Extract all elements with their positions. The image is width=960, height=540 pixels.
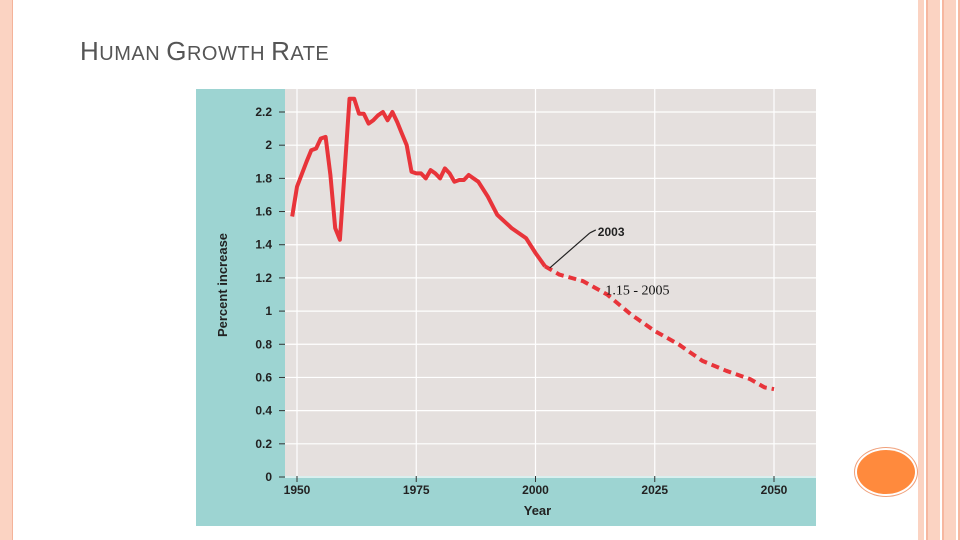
y-tick-label-0: 0 bbox=[265, 470, 272, 484]
y-tick-label-2: 0.4 bbox=[255, 404, 272, 418]
annotation-leader-line bbox=[549, 232, 591, 269]
x-tick-label-3: 2025 bbox=[641, 483, 668, 497]
left-frame-stripe bbox=[0, 0, 13, 540]
x-tick-label-1: 1975 bbox=[403, 483, 430, 497]
x-tick-label-4: 2050 bbox=[761, 483, 788, 497]
y-tick-label-1: 0.2 bbox=[255, 437, 272, 451]
x-axis-label: Year bbox=[524, 503, 551, 518]
orange-circle-icon bbox=[857, 450, 915, 494]
y-tick-label-3: 0.6 bbox=[255, 370, 272, 384]
y-axis-label: Percent increase bbox=[215, 233, 230, 337]
y-tick-label-5: 1 bbox=[265, 304, 272, 318]
annotation-label-2005: 1.15 - 2005 bbox=[605, 284, 669, 299]
annotation-label-2003: 2003 bbox=[598, 225, 625, 239]
y-tick-label-11: 2.2 bbox=[255, 105, 272, 119]
y-tick-label-9: 1.8 bbox=[255, 171, 272, 185]
right-frame-stripes bbox=[918, 0, 960, 540]
y-tick-label-10: 2 bbox=[265, 138, 272, 152]
x-tick-label-2: 2000 bbox=[522, 483, 549, 497]
plot-area-background bbox=[285, 89, 816, 476]
slide-title: HUMAN GROWTH RATE bbox=[80, 36, 330, 66]
growth-rate-chart: 0 0.2 0.4 0.6 0.8 1 1.2 1.4 1.6 1.8 2 2.2 1950 1975 20… bbox=[196, 89, 816, 526]
y-tick-label-7: 1.4 bbox=[255, 238, 272, 252]
series-line-projected bbox=[544, 264, 775, 392]
series-line-historical bbox=[290, 96, 547, 268]
x-tick-label-0: 1950 bbox=[284, 483, 311, 497]
annotation-leader-tail bbox=[589, 229, 597, 234]
y-tick-label-4: 0.8 bbox=[255, 337, 272, 351]
y-tick-label-8: 1.6 bbox=[255, 205, 272, 219]
y-tick-label-6: 1.2 bbox=[255, 271, 272, 285]
